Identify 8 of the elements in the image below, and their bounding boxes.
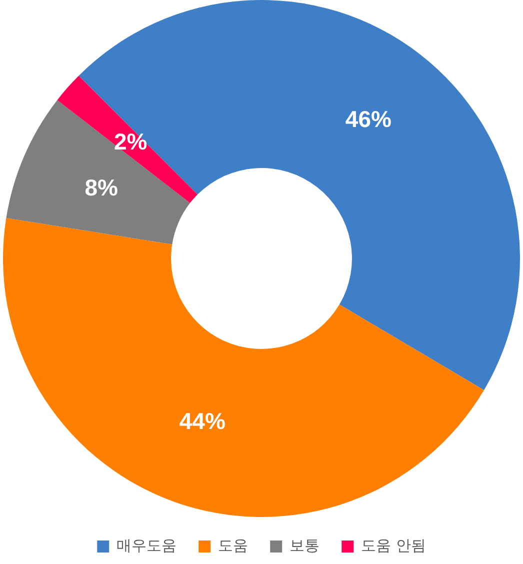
legend-label: 매우도움 bbox=[116, 536, 177, 554]
data-label: 8% bbox=[84, 174, 118, 201]
data-label: 46% bbox=[345, 106, 392, 132]
data-label: 2% bbox=[114, 128, 148, 154]
data-label: 44% bbox=[179, 408, 226, 434]
legend-label: 도움 안됨 bbox=[361, 536, 426, 554]
legend-label: 도움 bbox=[218, 536, 248, 554]
legend-label: 보통 bbox=[290, 536, 320, 554]
